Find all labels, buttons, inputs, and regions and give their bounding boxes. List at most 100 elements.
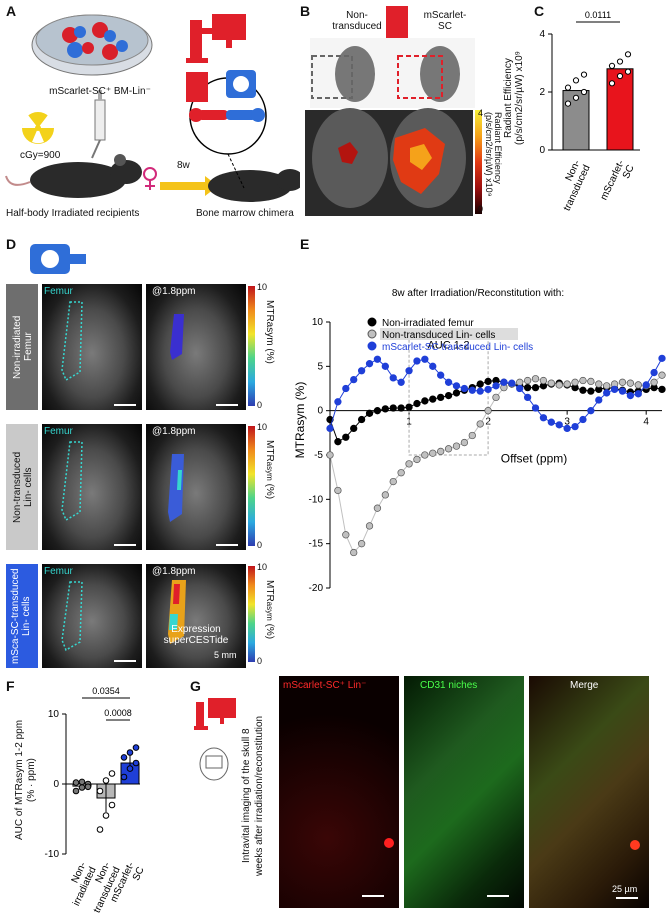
series-point <box>429 395 437 403</box>
series-point <box>357 415 366 424</box>
series-point <box>452 382 461 390</box>
legend-label: Non-irradiated femur <box>382 318 474 329</box>
series-point <box>468 386 476 394</box>
row-label-3: mSca-SC-transduced Lin- cells <box>10 568 32 664</box>
series-point <box>334 398 342 406</box>
y-axis-label: MTRasym (%) <box>293 382 307 459</box>
cell-group <box>62 22 128 60</box>
mouse-icon-right <box>208 169 300 202</box>
scale-label-d: 5 mm <box>214 650 237 660</box>
micro-tile-green <box>404 676 524 908</box>
data-point <box>102 777 110 784</box>
data-point <box>624 68 632 75</box>
series-point <box>587 387 595 395</box>
series-point <box>476 420 484 428</box>
scale-bar-2b <box>216 544 238 546</box>
imager-icon-b <box>386 6 408 38</box>
panel-e-label: E <box>300 236 310 252</box>
expression-label: Expression superCESTide <box>163 624 229 646</box>
panel-a-label: A <box>6 3 17 19</box>
x-tick-label: mScarlet-SC <box>599 159 637 207</box>
series-point <box>350 375 358 384</box>
series-line <box>329 374 663 554</box>
y-tick-label: 0 <box>53 779 59 790</box>
imager-icon <box>186 72 208 102</box>
chimera-label: Bone marrow chimera <box>196 208 294 219</box>
legend-marker <box>367 341 377 351</box>
y-tick-label: -20 <box>309 583 324 594</box>
panel-g-side-label: Intravital imaging of the skull 8 weeks … <box>241 715 265 877</box>
monitor-icon <box>212 14 246 48</box>
data-point <box>102 812 110 819</box>
series-point <box>547 418 555 426</box>
series-point <box>444 391 453 400</box>
series-point <box>373 504 382 512</box>
series-point <box>342 433 350 441</box>
series-point <box>413 399 421 408</box>
series-point <box>357 367 366 375</box>
colorbar-b-min: 0 <box>478 204 484 214</box>
cbd-label-1: MTRasym (%) <box>264 300 275 364</box>
data-point <box>72 787 80 795</box>
series-point <box>397 378 405 386</box>
series-point <box>437 447 445 456</box>
auc-box <box>408 334 489 456</box>
series-point <box>365 409 374 417</box>
data-point <box>616 58 624 65</box>
data-point <box>580 88 588 96</box>
data-point <box>624 51 632 58</box>
mri-icon <box>226 70 256 98</box>
legend-label: mScarlet-SC transduced Lin- cells <box>382 342 533 353</box>
dose-label: cGy=900 <box>20 150 61 161</box>
series-point <box>452 442 461 450</box>
panel-g-label: G <box>190 678 201 694</box>
label-non-transduced: Non- transduced <box>332 10 382 32</box>
series-point <box>460 438 469 447</box>
y-tick-label: 4 <box>539 29 545 40</box>
series-point <box>516 384 524 393</box>
series-point <box>516 378 524 386</box>
series-point <box>381 405 389 413</box>
legend-label: Non-transduced Lin- cells <box>382 330 495 341</box>
series-point <box>405 403 413 411</box>
female-icon <box>143 167 157 190</box>
series-point <box>365 360 374 368</box>
series-point <box>571 378 579 386</box>
panel-a-schematic <box>5 14 300 202</box>
series-point <box>381 491 389 499</box>
series-point <box>460 384 469 393</box>
syringe-icon <box>91 90 106 159</box>
series-point <box>484 407 492 415</box>
chart-f: -10010Non-irradiatedNon-transducedmScarl… <box>45 686 147 915</box>
scale-bar-1a <box>114 404 136 406</box>
series-point <box>437 393 445 402</box>
scale-bar-2a <box>114 544 136 546</box>
series-point <box>595 396 603 404</box>
series-point <box>634 390 642 398</box>
y-tick-label: -5 <box>314 450 323 461</box>
skull-icon <box>199 747 229 781</box>
data-point <box>108 801 116 809</box>
radiation-icon <box>21 112 55 144</box>
scale-bar-g2 <box>487 895 509 897</box>
y-tick-label: -10 <box>309 494 324 505</box>
cbd-max-3: 10 <box>257 562 268 572</box>
series-point <box>523 376 532 385</box>
mri-tile-2a <box>42 424 142 550</box>
cbd-label-3: MTRasym (%) <box>264 580 275 640</box>
y-tick-label: 10 <box>48 709 60 720</box>
pvalue-label: 0.0111 <box>585 10 611 20</box>
panel-b-image <box>305 38 475 216</box>
series-point <box>381 362 389 370</box>
ppm-label-1: @1.8ppm <box>152 286 196 297</box>
scale-bar-g1 <box>362 895 384 897</box>
mri-tile-2b <box>146 424 246 550</box>
data-point <box>84 783 92 791</box>
series-point <box>531 375 540 383</box>
cbd-label-2: MTRasym (%) <box>264 440 275 500</box>
series-point <box>468 431 476 440</box>
data-point <box>72 779 80 786</box>
series-point <box>579 386 587 394</box>
series-point <box>579 376 587 385</box>
auc-label: AUC 1-2 <box>427 340 469 352</box>
